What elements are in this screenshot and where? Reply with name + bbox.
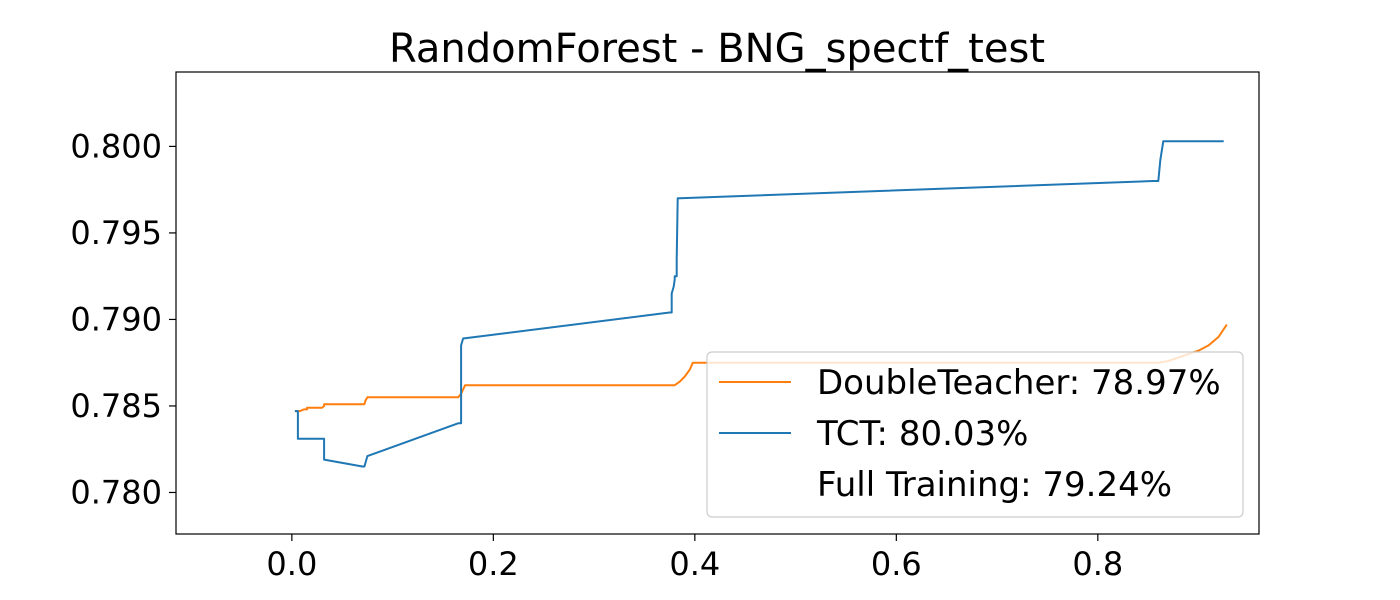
x-tick-label: 0.2 — [468, 545, 519, 583]
y-axis: 0.780 0.785 0.790 0.795 0.800 — [70, 127, 176, 511]
y-tick-label: 0.785 — [70, 387, 162, 425]
legend-box — [706, 351, 1244, 518]
y-tick-label: 0.780 — [70, 473, 162, 511]
legend-entry: DoubleTeacher: 78.97% — [719, 363, 1221, 403]
x-tick-label: 0.4 — [669, 545, 720, 583]
y-tick-label: 0.800 — [70, 127, 162, 165]
y-tick-label: 0.795 — [70, 214, 162, 252]
legend-entry: TCT: 80.03% — [719, 414, 1028, 454]
legend-entry: Full Training: 79.24% — [719, 465, 1172, 505]
chart-title: RandomForest - BNG_spectf_test — [389, 26, 1045, 72]
x-tick-label: 0.8 — [1072, 545, 1123, 583]
legend-label: DoubleTeacher: 78.97% — [817, 363, 1221, 403]
y-tick-label: 0.790 — [70, 300, 162, 338]
x-tick-label: 0.0 — [266, 545, 317, 583]
series-line-tct — [294, 140, 1224, 468]
legend-label: TCT: 80.03% — [816, 414, 1028, 454]
x-tick-label: 0.6 — [871, 545, 922, 583]
x-axis: 0.0 0.2 0.4 0.6 0.8 — [266, 534, 1123, 583]
plot-frame — [175, 71, 1260, 535]
legend: DoubleTeacher: 78.97% TCT: 80.03% Full Tra… — [706, 351, 1244, 518]
legend-label: Full Training: 79.24% — [817, 465, 1172, 505]
